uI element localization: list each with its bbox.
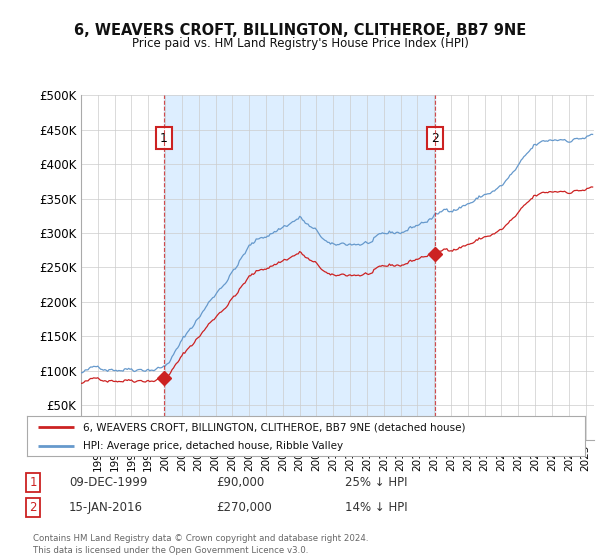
Text: Price paid vs. HM Land Registry's House Price Index (HPI): Price paid vs. HM Land Registry's House … <box>131 36 469 50</box>
Text: Contains HM Land Registry data © Crown copyright and database right 2024.
This d: Contains HM Land Registry data © Crown c… <box>33 534 368 555</box>
Text: £90,000: £90,000 <box>216 476 264 489</box>
Text: 15-JAN-2016: 15-JAN-2016 <box>69 501 143 515</box>
Text: 1: 1 <box>160 132 168 144</box>
Text: 2: 2 <box>431 132 439 144</box>
Text: 6, WEAVERS CROFT, BILLINGTON, CLITHEROE, BB7 9NE (detached house): 6, WEAVERS CROFT, BILLINGTON, CLITHEROE,… <box>83 422 466 432</box>
Text: 25% ↓ HPI: 25% ↓ HPI <box>345 476 407 489</box>
Text: 2: 2 <box>29 501 37 515</box>
Text: 6, WEAVERS CROFT, BILLINGTON, CLITHEROE, BB7 9NE: 6, WEAVERS CROFT, BILLINGTON, CLITHEROE,… <box>74 24 526 38</box>
Text: 09-DEC-1999: 09-DEC-1999 <box>69 476 148 489</box>
Text: 1: 1 <box>29 476 37 489</box>
Bar <box>164 95 435 440</box>
Text: 14% ↓ HPI: 14% ↓ HPI <box>345 501 407 515</box>
Text: HPI: Average price, detached house, Ribble Valley: HPI: Average price, detached house, Ribb… <box>83 441 343 451</box>
Text: £270,000: £270,000 <box>216 501 272 515</box>
